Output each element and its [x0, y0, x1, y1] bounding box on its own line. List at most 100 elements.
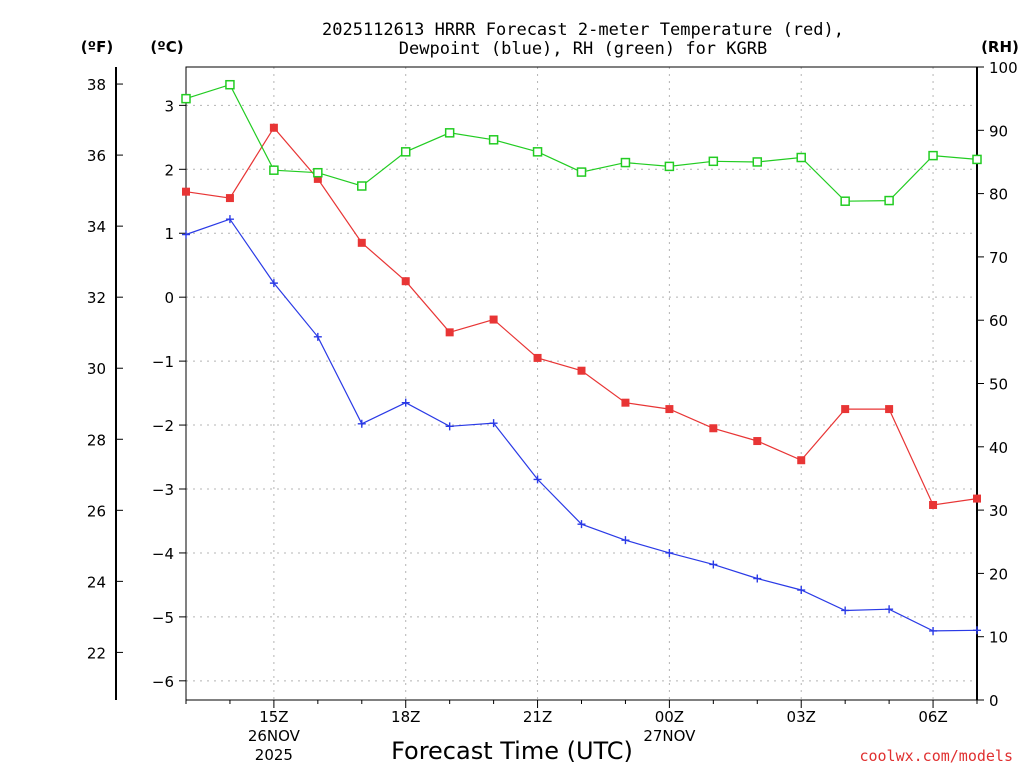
- rh-tick-label: 30: [989, 502, 1008, 520]
- rh-tick-label: 60: [989, 312, 1008, 330]
- rh-tick-label: 100: [989, 59, 1018, 77]
- celsius-tick-label: 1: [164, 225, 174, 243]
- x-tick-label: 03Z: [787, 708, 816, 726]
- rh-tick-label: 10: [989, 629, 1008, 647]
- celsius-tick-label: 2: [164, 161, 174, 179]
- dewpoint-point: [182, 230, 190, 239]
- temperature-point: [973, 494, 981, 503]
- fahrenheit-tick-label: 34: [87, 218, 106, 236]
- rh-unit-label: (RH): [981, 38, 1019, 56]
- date-label: 26NOV: [248, 727, 301, 745]
- rh-point: [400, 147, 411, 157]
- credit-text: coolwx.com/models: [859, 747, 1013, 765]
- x-tick-label: 18Z: [391, 708, 420, 726]
- rh-point: [532, 147, 543, 157]
- temperature-point: [533, 353, 542, 362]
- rh-point: [313, 167, 323, 178]
- temperature-point: [182, 187, 190, 196]
- temperature-point: [665, 405, 674, 414]
- dewpoint-point: [841, 606, 850, 615]
- celsius-tick-label: −6: [152, 673, 174, 691]
- celsius-tick-label: −5: [152, 609, 174, 627]
- date-label: 2025: [255, 746, 293, 764]
- dewpoint-point: [665, 548, 674, 557]
- x-axis-label: Forecast Time (UTC): [391, 737, 633, 765]
- rh-point: [752, 157, 763, 167]
- dewpoint-point: [577, 520, 586, 529]
- rh-point: [181, 93, 191, 104]
- dewpoint-point: [225, 215, 234, 224]
- rh-point: [708, 156, 719, 167]
- temperature-point: [401, 277, 410, 286]
- temperature-point: [357, 238, 366, 247]
- rh-point: [357, 181, 367, 191]
- dewpoint-point: [709, 560, 718, 569]
- rh-tick-label: 0: [989, 692, 999, 710]
- rh-point: [269, 165, 279, 175]
- dewpoint-point: [797, 586, 806, 595]
- dewpoint-point: [533, 475, 542, 484]
- rh-tick-label: 70: [989, 249, 1008, 267]
- dewpoint-point: [621, 536, 630, 545]
- x-tick-label: 21Z: [523, 708, 552, 726]
- celsius-tick-label: −4: [152, 545, 174, 563]
- rh-tick-label: 40: [989, 439, 1008, 457]
- temperature-point: [929, 500, 938, 509]
- rh-tick-label: 20: [989, 565, 1008, 583]
- dewpoint-point: [973, 626, 981, 635]
- temperature-point: [797, 456, 806, 465]
- dewpoint-point: [929, 626, 938, 635]
- dewpoint-point: [357, 419, 366, 428]
- fahrenheit-tick-label: 24: [87, 573, 106, 591]
- data-series: [181, 79, 982, 635]
- fahrenheit-unit-label: (ºF): [81, 38, 113, 56]
- celsius-tick-label: −1: [152, 353, 174, 371]
- rh-point: [488, 135, 499, 145]
- temperature-point: [621, 398, 630, 407]
- celsius-unit-label: (ºC): [150, 38, 183, 56]
- x-tick-label: 00Z: [655, 708, 684, 726]
- dewpoint-point: [445, 422, 454, 431]
- fahrenheit-tick-label: 26: [87, 502, 106, 520]
- temperature-point: [445, 328, 454, 337]
- temperature-point: [885, 405, 894, 414]
- temperature-point: [577, 366, 586, 375]
- date-label: 27NOV: [643, 727, 696, 745]
- dewpoint-point: [401, 398, 410, 407]
- fahrenheit-tick-label: 38: [87, 76, 106, 94]
- rh-tick-label: 50: [989, 376, 1008, 394]
- celsius-tick-label: −2: [152, 417, 174, 435]
- celsius-tick-label: 0: [164, 289, 174, 307]
- fahrenheit-tick-label: 30: [87, 360, 106, 378]
- temperature-point: [489, 315, 498, 324]
- chart-title-line-2: Dewpoint (blue), RH (green) for KGRB: [399, 39, 767, 59]
- temperature-point: [841, 405, 850, 414]
- dewpoint-point: [269, 279, 278, 288]
- x-tick-label: 15Z: [259, 708, 288, 726]
- dewpoint-point: [753, 574, 762, 583]
- dewpoint-point: [489, 419, 498, 428]
- temperature-point: [269, 123, 278, 132]
- dewpoint-point: [313, 332, 322, 341]
- rh-point: [225, 79, 235, 90]
- rh-tick-label: 80: [989, 186, 1008, 204]
- fahrenheit-tick-label: 32: [87, 289, 106, 307]
- fahrenheit-tick-label: 22: [87, 644, 106, 662]
- rh-point: [620, 157, 631, 168]
- dewpoint-point: [885, 605, 894, 614]
- rh-tick-label: 90: [989, 122, 1008, 140]
- tick-labels: 3210−1−2−3−4−5−6383634323028262422100908…: [87, 59, 1018, 764]
- temperature-point: [753, 437, 762, 446]
- rh-point: [576, 167, 587, 177]
- rh-point: [840, 196, 850, 206]
- x-tick-label: 06Z: [918, 708, 947, 726]
- gridlines: [186, 67, 977, 700]
- chart-title-line-1: 2025112613 HRRR Forecast 2-meter Tempera…: [322, 20, 844, 40]
- fahrenheit-tick-label: 28: [87, 431, 106, 449]
- rh-point: [928, 150, 938, 161]
- temperature-point: [225, 194, 234, 203]
- rh-point: [796, 152, 806, 163]
- rh-point: [664, 161, 675, 172]
- celsius-tick-label: −3: [152, 481, 174, 499]
